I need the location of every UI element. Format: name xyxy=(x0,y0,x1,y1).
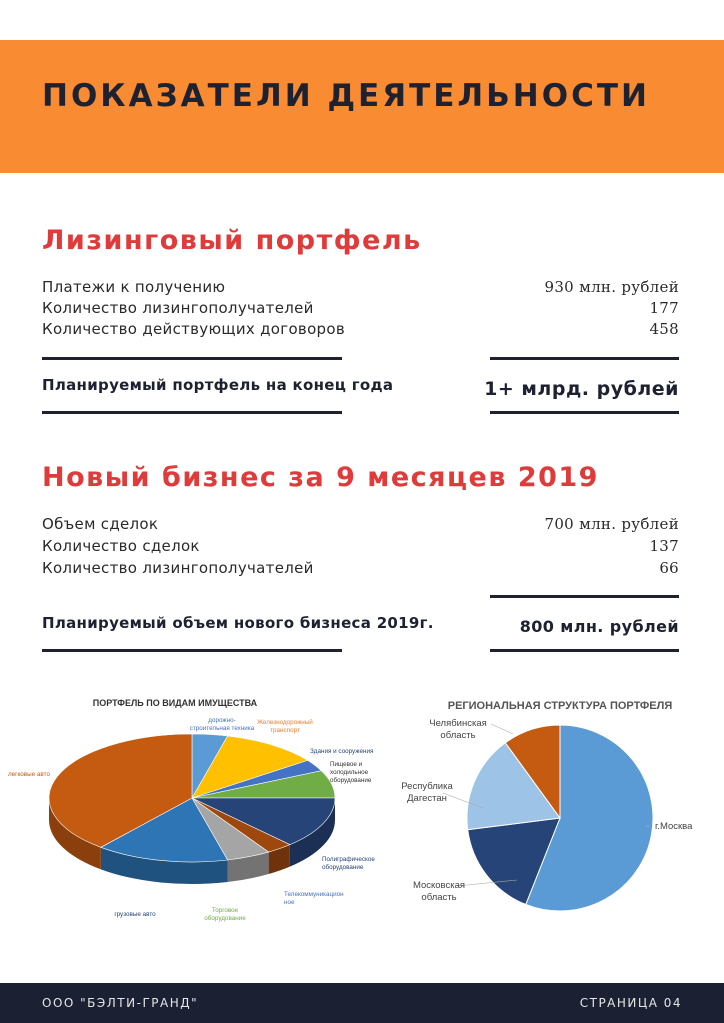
divider xyxy=(42,357,342,360)
portfolio-row: Платежи к получению 930 млн. рублей xyxy=(42,278,679,300)
row-label: Объем сделок xyxy=(42,515,159,533)
divider xyxy=(490,595,679,598)
new-business-plan-label: Планируемый объем нового бизнеса 2019г. xyxy=(42,614,434,632)
row-label: Количество сделок xyxy=(42,537,200,555)
chart-title: РЕГИОНАЛЬНАЯ СТРУКТУРА ПОРТФЕЛЯ xyxy=(448,700,673,712)
header-banner: ПОКАЗАТЕЛИ ДЕЯТЕЛЬНОСТИ xyxy=(0,40,724,173)
footer: ООО "БЭЛТИ-ГРАНД" СТРАНИЦА 04 xyxy=(0,983,724,1023)
portfolio-title: Лизинговый портфель xyxy=(42,225,422,256)
row-value: 66 xyxy=(659,559,679,577)
slice-label: г.Москва xyxy=(655,821,693,832)
chart-title: ПОРТФЕЛЬ ПО ВИДАМ ИМУЩЕСТВА xyxy=(93,698,258,708)
pie-slice xyxy=(466,742,561,831)
asset-type-pie-chart: ПОРТФЕЛЬ ПО ВИДАМ ИМУЩЕСТВА дорожно-стро… xyxy=(8,698,375,922)
portfolio-plan-value: 1+ млрд. рублей xyxy=(484,378,679,400)
portfolio-plan-label: Планируемый портфель на конец года xyxy=(42,376,394,394)
new-business-row: Количество сделок 137 xyxy=(42,537,679,559)
slice-label: легковые авто xyxy=(8,771,50,778)
pie-slice xyxy=(525,724,654,912)
row-label: Количество лизингополучателей xyxy=(42,559,314,577)
slice-label: Железнодорожный транспорт xyxy=(257,718,313,734)
divider xyxy=(490,357,679,360)
regional-pie-chart: РЕГИОНАЛЬНАЯ СТРУКТУРА ПОРТФЕЛЯ г.Москва… xyxy=(401,700,693,912)
pie-slice-side xyxy=(49,798,101,870)
leader-line xyxy=(442,792,484,809)
slice-label: Московская область xyxy=(413,880,465,903)
row-value: 137 xyxy=(649,537,679,555)
portfolio-row: Количество лизингополучателей 177 xyxy=(42,299,679,321)
divider xyxy=(42,411,342,414)
divider xyxy=(42,649,342,652)
new-business-title: Новый бизнес за 9 месяцев 2019 xyxy=(42,462,599,493)
row-label: Количество лизингополучателей xyxy=(42,299,314,317)
pie-slice xyxy=(191,797,336,845)
pie-slice-side xyxy=(268,844,290,875)
slice-label: Здания и сооружения xyxy=(310,748,373,755)
new-business-plan-value: 800 млн. рублей xyxy=(519,617,679,636)
divider xyxy=(490,649,679,652)
leader-line xyxy=(490,723,514,735)
pie-slice xyxy=(191,735,309,799)
slice-label: дорожно-строительная техника xyxy=(190,717,255,732)
row-value: 177 xyxy=(649,299,679,317)
slice-label: грузовые авто xyxy=(114,911,156,918)
slice-label: Пищевое и холодильное оборудование xyxy=(330,761,372,784)
pie-slice-side xyxy=(289,798,335,867)
new-business-row: Объем сделок 700 млн. рублей xyxy=(42,515,679,537)
slice-label: Республика Дагестан xyxy=(401,781,453,804)
pie-slice xyxy=(504,724,561,820)
row-value: 700 млн. рублей xyxy=(544,515,679,533)
slice-label: Телекоммуникацион ное xyxy=(284,891,344,906)
footer-page-number: СТРАНИЦА 04 xyxy=(579,996,682,1010)
portfolio-row: Количество действующих договоров 458 xyxy=(42,320,679,342)
row-label: Количество действующих договоров xyxy=(42,320,345,338)
row-label: Платежи к получению xyxy=(42,278,226,296)
pie-slice xyxy=(48,733,193,848)
page-title: ПОКАЗАТЕЛИ ДЕЯТЕЛЬНОСТИ xyxy=(42,78,650,114)
new-business-row: Количество лизингополучателей 66 xyxy=(42,559,679,581)
slice-label: Торговое оборудование xyxy=(204,907,246,922)
footer-company: ООО "БЭЛТИ-ГРАНД" xyxy=(42,996,199,1010)
pie-slice xyxy=(467,817,561,906)
leader-line xyxy=(456,879,518,887)
slice-label: Полиграфическое оборудование xyxy=(322,856,375,871)
row-value: 930 млн. рублей xyxy=(544,278,679,296)
pie-slice xyxy=(100,797,229,863)
slice-label: Челябинская область xyxy=(429,718,487,741)
pie-slice-side xyxy=(227,852,269,882)
divider xyxy=(490,411,679,414)
row-value: 458 xyxy=(649,320,679,338)
